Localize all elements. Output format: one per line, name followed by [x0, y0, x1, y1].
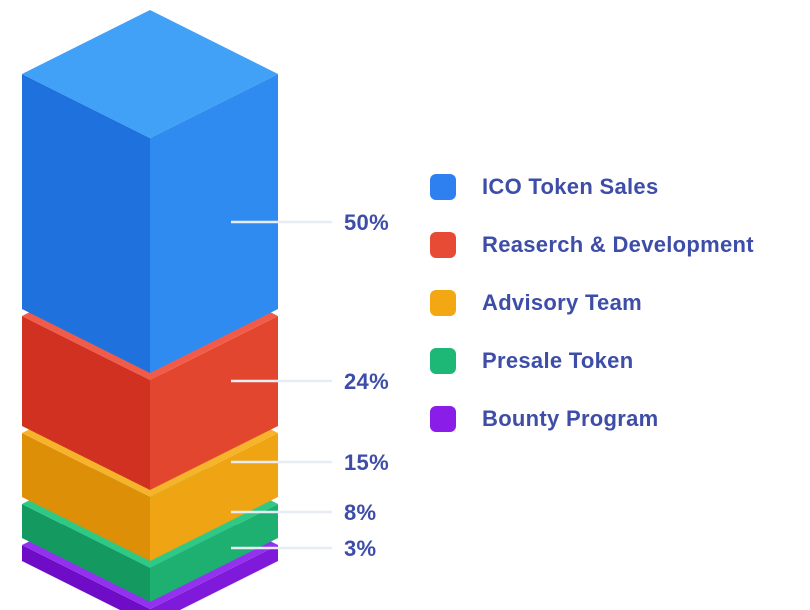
legend-item-advisory-team: Advisory Team: [430, 290, 754, 316]
segment-advisory-team-left-face: [22, 433, 150, 561]
legend-swatch-ico-token-sales: [430, 174, 456, 200]
segment-research-development-left-face: [22, 316, 150, 490]
legend-label-presale-token: Presale Token: [482, 348, 634, 373]
legend-item-ico-token-sales: ICO Token Sales: [430, 174, 754, 200]
segment-presale-token-left-face: [22, 504, 150, 602]
legend-swatch-advisory-team: [430, 290, 456, 316]
segment-bounty-program-left-face: [22, 545, 150, 610]
percent-label-research-development: 24%: [344, 369, 389, 394]
legend-label-advisory-team: Advisory Team: [482, 290, 642, 315]
legend-item-bounty-program: Bounty Program: [430, 406, 754, 432]
legend-label-bounty-program: Bounty Program: [482, 406, 659, 431]
segment-advisory-team-right-face: [150, 433, 278, 561]
legend: ICO Token Sales Reaserch & Development A…: [430, 174, 754, 432]
legend-swatch-presale-token: [430, 348, 456, 374]
segment-research-development-right-face: [150, 316, 278, 490]
segment-ico-token-sales-top-face: [22, 10, 278, 138]
percent-label-advisory-team: 15%: [344, 450, 389, 475]
percent-label-ico-token-sales: 50%: [344, 210, 389, 235]
segment-ico-token-sales-left-face: [22, 74, 150, 373]
legend-swatch-research-development: [430, 232, 456, 258]
segment-bounty-program-right-face: [150, 545, 278, 610]
legend-label-research-development: Reaserch & Development: [482, 232, 754, 257]
percent-label-presale-token: 8%: [344, 500, 376, 525]
percent-label-bounty-program: 3%: [344, 536, 376, 561]
segment-presale-token-right-face: [150, 504, 278, 602]
legend-item-presale-token: Presale Token: [430, 348, 754, 374]
legend-swatch-bounty-program: [430, 406, 456, 432]
legend-item-research-development: Reaserch & Development: [430, 232, 754, 258]
legend-label-ico-token-sales: ICO Token Sales: [482, 174, 659, 199]
segment-ico-token-sales-right-face: [150, 74, 278, 373]
